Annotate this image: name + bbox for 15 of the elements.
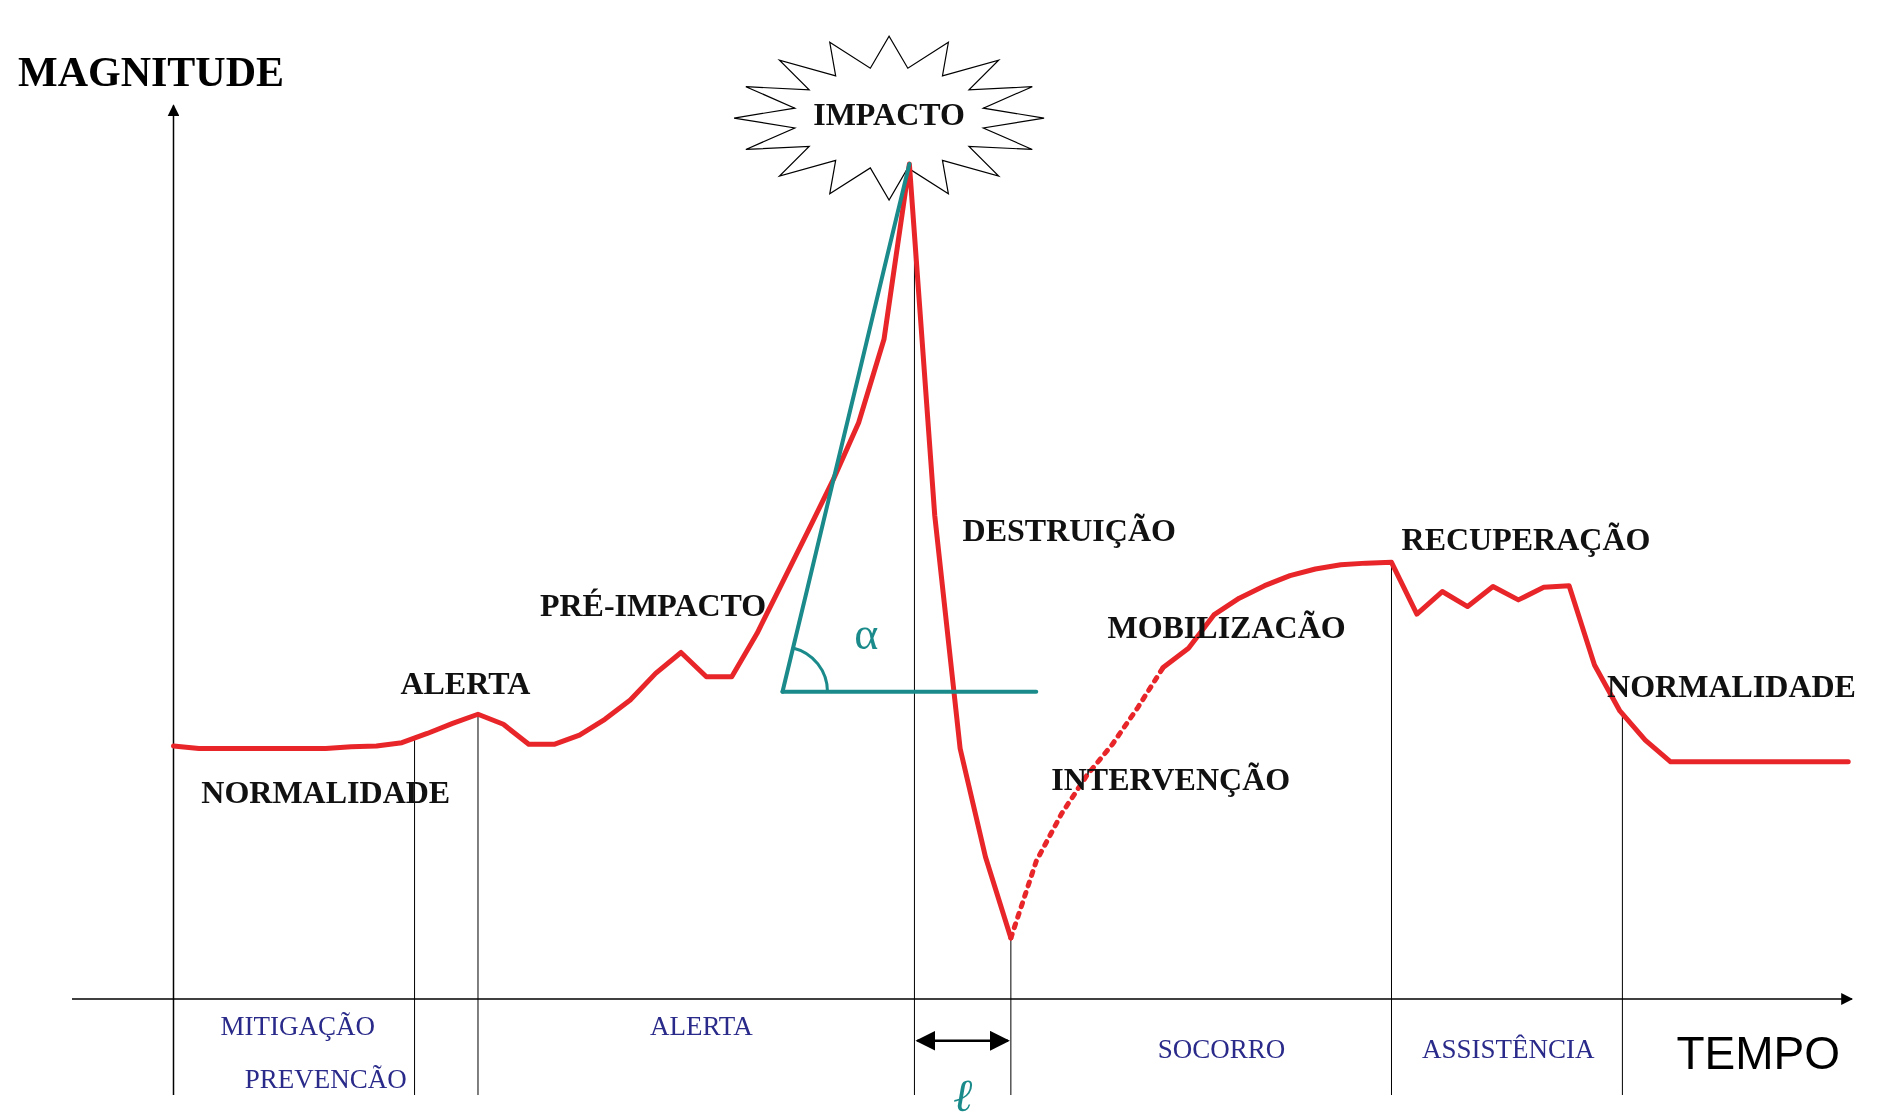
x-axis-title: TEMPO: [1676, 1027, 1841, 1079]
text: PREVENCÃO: [244, 1063, 407, 1094]
annotation: NORMALIDADE: [1607, 667, 1856, 704]
text: ASSISTÊNCIA: [1421, 1033, 1595, 1064]
annotation: α: [854, 607, 879, 659]
annotation: PRÉ-IMPACTO: [539, 586, 767, 623]
text: ℓ: [953, 1069, 974, 1120]
text: MITIGAÇÃO: [220, 1011, 376, 1042]
text: SOCORRO: [1157, 1033, 1286, 1064]
text: IMPACTO: [813, 96, 965, 133]
text: ALERTA: [649, 1011, 754, 1042]
y-axis-title: MAGNITUDE: [18, 49, 285, 95]
annotation: DESTRUIÇÃO: [962, 512, 1176, 549]
annotation: ALERTA: [400, 665, 531, 702]
annotation: RECUPERAÇÃO: [1401, 521, 1651, 558]
